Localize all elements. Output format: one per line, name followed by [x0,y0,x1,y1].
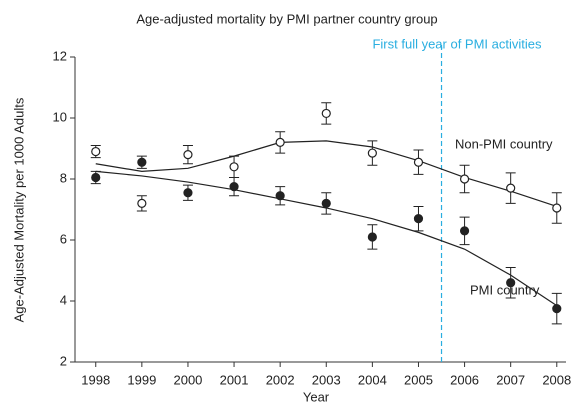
x-tick-label: 2005 [404,372,433,387]
y-tick-label: 8 [60,170,67,185]
x-tick-label: 2003 [312,372,341,387]
point [552,203,562,213]
reference-label: First full year of PMI activities [372,36,542,51]
point [183,150,193,160]
point [137,157,147,167]
chart-title: Age-adjusted mortality by PMI partner co… [136,11,437,26]
point [91,172,101,183]
point [275,191,285,201]
y-tick-label: 4 [60,292,67,307]
series-label: Non-PMI country [455,136,553,151]
point [275,137,285,147]
point [321,198,331,208]
x-axis-label: Year [303,389,330,404]
y-tick-label: 12 [53,48,67,63]
x-tick-label: 2000 [173,372,202,387]
point [229,182,239,192]
point [506,183,516,193]
x-tick-label: 2007 [496,372,525,387]
fit-line [95,140,557,208]
y-tick-label: 6 [60,231,67,246]
x-tick-label: 2004 [358,372,387,387]
point [459,226,470,236]
point [183,188,193,198]
x-tick-label: 2002 [266,372,295,387]
point [459,174,470,184]
point [367,232,377,242]
y-tick-label: 10 [53,109,67,124]
point [91,146,101,157]
x-tick-label: 2008 [542,372,571,387]
x-tick-label: 2006 [450,372,479,387]
point [413,214,424,224]
point [413,157,424,167]
y-axis-label: Age-Adjusted Mortality per 1000 Adults [11,97,26,322]
point [367,148,377,158]
point [552,304,562,314]
series-label: PMI country [470,282,540,297]
point [229,162,239,172]
x-tick-label: 1999 [127,372,156,387]
point [506,278,516,288]
point [321,108,331,119]
x-tick-label: 2001 [220,372,249,387]
x-tick-label: 1998 [81,372,110,387]
point [137,198,147,208]
y-tick-label: 2 [60,353,67,368]
